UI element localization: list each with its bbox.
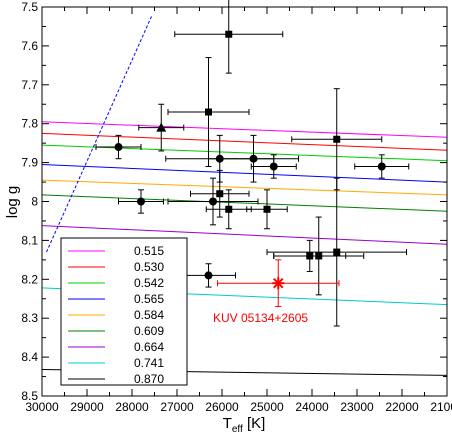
- legend-box: [60, 237, 188, 386]
- circle-marker: [114, 143, 123, 152]
- circle-point-3: [167, 177, 259, 226]
- square-marker: [333, 135, 341, 143]
- x-axis-label-sub: eff: [232, 424, 243, 435]
- x-tick-label: 29000: [70, 400, 104, 414]
- square-point-5: [205, 189, 252, 230]
- legend-item-0.870: 0.870: [68, 372, 164, 386]
- x-tick-label: 21000: [430, 400, 452, 414]
- square-point-3: [291, 88, 383, 191]
- dashed-line-layer: [46, 14, 153, 253]
- square-marker: [225, 205, 233, 213]
- y-tick-label: 8.2: [21, 272, 38, 286]
- x-tick-label: 24000: [295, 400, 329, 414]
- dashed-boundary-line: [46, 14, 153, 253]
- y-tick-label: 8.3: [21, 311, 38, 325]
- y-axis: 7.5 7.6 7.7 7.8 7.9 8 8.1 8.2 8.3 8.4 8.5: [21, 0, 447, 403]
- circle-point-7: [354, 154, 410, 179]
- x-tick-label: 30000: [25, 400, 59, 414]
- circle-marker: [137, 197, 145, 206]
- legend-label: 0.741: [134, 356, 164, 370]
- legend-label: 0.664: [134, 340, 164, 354]
- star-stroke: [273, 277, 284, 289]
- square-point-6: [246, 189, 288, 230]
- y-tick-label: 8.1: [21, 233, 38, 247]
- square-marker: [205, 108, 212, 116]
- circle-marker: [204, 271, 213, 280]
- circle-marker: [377, 162, 386, 171]
- x-tick-label: 28000: [115, 400, 149, 414]
- legend-label: 0.609: [134, 324, 164, 338]
- square-point-2: [167, 57, 250, 167]
- circle-point-2: [118, 189, 164, 214]
- y-tick-label: 7.5: [21, 0, 38, 14]
- y-tick-label: 7.8: [21, 117, 38, 131]
- track-0.530: [42, 132, 447, 151]
- circle-marker: [269, 162, 278, 171]
- track-0.542: [42, 144, 447, 162]
- triangle-point-1: [138, 103, 185, 152]
- square-marker: [263, 205, 271, 213]
- legend-label: 0.565: [134, 292, 164, 306]
- circle-point-1: [95, 134, 142, 160]
- track-0.664: [42, 225, 447, 245]
- y-axis-label: log g: [4, 186, 21, 219]
- points-layer: [95, 0, 410, 327]
- x-tick-label: 22000: [385, 400, 419, 414]
- square-marker: [315, 252, 323, 260]
- legend-label: 0.515: [134, 244, 164, 258]
- x-axis-label-unit: [K]: [243, 415, 266, 432]
- legend-label: 0.870: [134, 372, 164, 386]
- square-point-1: [174, 0, 284, 74]
- square-point-9: [266, 177, 407, 327]
- circle-marker: [249, 154, 258, 163]
- star-marker: [272, 277, 285, 290]
- legend-item-0.542: 0.542: [68, 276, 164, 290]
- legend-item-0.609: 0.609: [68, 324, 164, 338]
- x-tick-label: 25000: [250, 400, 284, 414]
- legend-item-0.565: 0.565: [68, 292, 164, 306]
- star-annotation-label: KUV 05134+2605: [213, 311, 308, 325]
- y-tick-label: 7.6: [21, 39, 38, 53]
- triangle-marker: [156, 122, 167, 132]
- legend: 0.515 0.530 0.542 0.565 0.584 0.609 0.664 0.741…: [60, 237, 188, 386]
- legend-items: 0.515 0.530 0.542 0.565 0.584 0.609 0.664 0.741…: [68, 244, 164, 386]
- x-axis-label-main: T: [223, 415, 232, 432]
- y-tick-label: 7.7: [21, 78, 38, 92]
- x-tick-label: 27000: [160, 400, 194, 414]
- y-tick-label: 8.4: [21, 350, 38, 364]
- star-point-1: [217, 259, 340, 308]
- y-tick-label: 7.9: [21, 156, 38, 170]
- y-tick-label: 8: [31, 195, 38, 209]
- y-tick-label: 8.5: [21, 389, 38, 403]
- legend-item-0.741: 0.741: [68, 356, 164, 370]
- track-0.515: [42, 121, 447, 138]
- legend-item-0.584: 0.584: [68, 308, 164, 322]
- legend-item-0.530: 0.530: [68, 260, 164, 274]
- square-marker: [333, 248, 341, 256]
- legend-label: 0.584: [134, 308, 164, 322]
- square-marker: [216, 190, 224, 198]
- square-marker: [225, 30, 233, 38]
- x-tick-label: 26000: [205, 400, 239, 414]
- circle-point-5: [208, 134, 299, 183]
- square-point-8: [273, 216, 365, 296]
- track-0.609: [42, 194, 447, 212]
- legend-label: 0.530: [134, 260, 164, 274]
- x-tick-label: 23000: [340, 400, 374, 414]
- legend-item-0.664: 0.664: [68, 340, 164, 354]
- track-0.565: [42, 164, 447, 183]
- legend-label: 0.542: [134, 276, 164, 290]
- x-axis-label: Teff [K]: [223, 415, 266, 435]
- legend-item-0.515: 0.515: [68, 244, 164, 258]
- track-0.584: [42, 179, 447, 196]
- x-axis: 30000 29000 28000 27000 26000 25000 24000 23000…: [25, 7, 452, 414]
- circle-point-6: [250, 154, 297, 179]
- circle-marker: [209, 197, 217, 206]
